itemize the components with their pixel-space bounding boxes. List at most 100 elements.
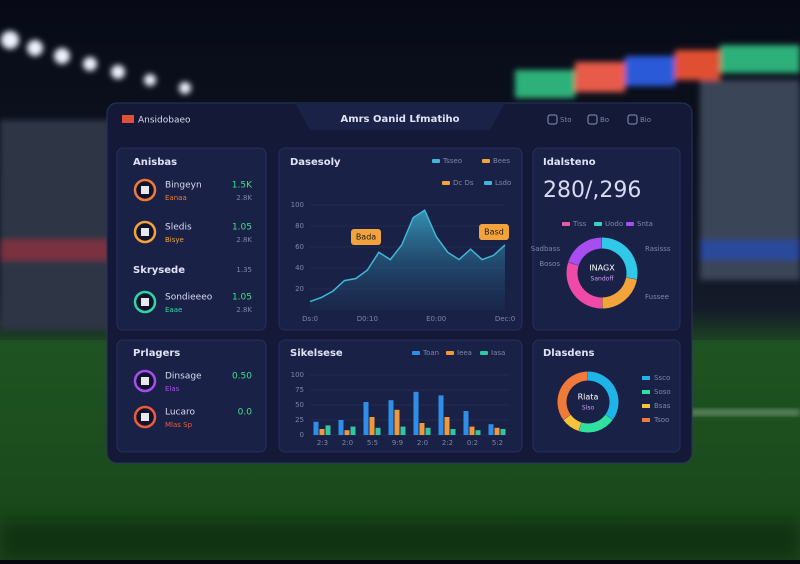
legend-swatch [482,159,490,163]
bar [500,429,506,435]
legend-swatch [594,222,602,226]
legend-label: Tiss [572,220,587,228]
bar [375,427,381,435]
action-label[interactable]: Sto [560,116,571,124]
legend-swatch [642,404,650,408]
x-tick-label: 2:0 [342,439,353,447]
y-tick-label: 40 [295,264,304,272]
donut-center-label: INAGX [589,264,615,273]
legend-swatch [480,351,488,355]
avatar [141,186,149,194]
legend-label: Soso [654,388,671,396]
bar [425,427,431,435]
brand: Ansidobaeo [138,116,191,126]
trend-title: Dasesoly [290,157,341,168]
legend-label: Snta [637,220,653,228]
x-tick-label: E0:00 [426,315,446,323]
annotation-box [351,229,381,245]
donut-segment [557,371,589,420]
legend-label: Dc Ds [453,179,474,187]
bar [363,402,369,435]
y-tick-label: 100 [291,371,304,379]
y-tick-label: 75 [295,386,304,394]
donut-segment [601,237,638,280]
action-icon[interactable] [547,114,558,125]
player-value: 0.0 [238,408,253,418]
stat-total: 280/,296 [543,178,641,203]
donut-center-label: Slso [582,405,595,412]
bar [475,430,481,435]
roster-section-value: 1.35 [236,266,252,274]
bar [463,411,469,435]
donut-segment [563,414,582,432]
donut-segment [578,414,613,433]
y-tick-label: 25 [295,416,304,424]
player-note: Elas [165,385,180,393]
x-tick-label: 2:0 [417,439,428,447]
player-value: 0.50 [232,372,252,382]
player-name: Sondieeeo [165,293,213,303]
legend-swatch [562,222,570,226]
donut-center-label: Sandoff [591,276,615,283]
players-card [116,339,267,453]
header-tab [295,103,505,130]
legend-swatch [432,159,440,163]
x-tick-label: Dec:0 [495,315,515,323]
bar-title: Sikelsese [290,348,343,359]
bar [344,430,350,435]
player-name: Sledis [165,223,192,233]
legend-label: Toan [422,349,439,357]
avatar [141,228,149,236]
y-tick-label: 50 [295,401,304,409]
bar [469,426,475,435]
legend-swatch [642,376,650,380]
legend-label: Bsas [654,402,671,410]
y-tick-label: 100 [291,201,304,209]
action-label[interactable]: Bio [640,116,651,124]
bar [488,424,494,435]
player-note: Bisye [165,236,184,244]
donut-segment [587,371,619,420]
bar [444,417,450,435]
player-delta: 2.8K [236,236,252,244]
x-tick-label: 2:3 [317,439,328,447]
segment-label: Rasisss [645,245,671,253]
area-fill [310,210,505,310]
legend-swatch [642,390,650,394]
donut-center-label: Rlata [578,393,599,402]
bar [450,429,456,435]
roster-section: Skrysede [133,265,185,276]
bar [350,426,356,435]
player-name: Lucaro [165,408,196,418]
player-note: Eaae [165,306,182,314]
bar [419,423,425,435]
action-icon[interactable] [587,114,598,125]
x-tick-label: 5:5 [367,439,378,447]
legend-label: Bees [493,157,510,165]
area-line [309,209,506,303]
action-label[interactable]: Bo [600,116,609,124]
player-value: 1.05 [232,293,252,303]
segment-label: Bosos [539,260,560,268]
legend-label: Ieea [457,349,472,357]
segment-label: Fussee [645,293,669,301]
donut-segment [568,237,603,266]
roster-title: Anisbas [133,157,177,168]
x-tick-label: Ds:0 [302,315,318,323]
legend-label: Ssco [654,374,670,382]
bar [394,409,400,435]
legend-swatch [446,351,454,355]
header-title: Amrs Oanid Lfmatiho [340,114,459,125]
legend-label: Tsoo [653,416,669,424]
x-tick-label: 9:9 [392,439,403,447]
legend-label: Uodo [605,220,623,228]
legend-label: Tsseo [442,157,462,165]
bar [438,395,444,435]
bar [313,421,319,435]
action-icon[interactable] [627,114,638,125]
stat-title: Idalsteno [543,157,596,168]
bar [413,391,419,435]
players-title: Prlagers [133,348,180,359]
avatar [141,298,149,306]
